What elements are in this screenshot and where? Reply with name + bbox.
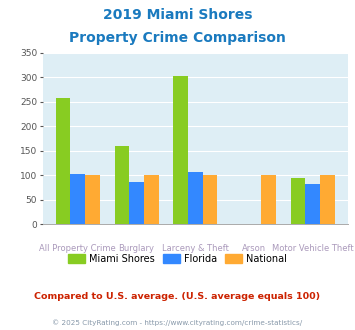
Text: © 2025 CityRating.com - https://www.cityrating.com/crime-statistics/: © 2025 CityRating.com - https://www.city…	[53, 319, 302, 326]
Bar	[291, 178, 305, 224]
Bar	[144, 175, 159, 224]
Text: Arson: Arson	[242, 244, 266, 253]
Text: 2019 Miami Shores: 2019 Miami Shores	[103, 8, 252, 22]
Bar	[261, 175, 276, 224]
Bar	[129, 182, 144, 224]
Bar	[115, 146, 129, 224]
Bar	[173, 76, 188, 224]
Text: Compared to U.S. average. (U.S. average equals 100): Compared to U.S. average. (U.S. average …	[34, 292, 321, 301]
Text: Burglary: Burglary	[119, 244, 154, 253]
Text: Motor Vehicle Theft: Motor Vehicle Theft	[272, 244, 354, 253]
Bar	[320, 175, 335, 224]
Bar	[71, 174, 85, 224]
Text: Larceny & Theft: Larceny & Theft	[162, 244, 229, 253]
Text: All Property Crime: All Property Crime	[39, 244, 116, 253]
Bar	[85, 175, 100, 224]
Bar	[56, 98, 71, 224]
Bar	[188, 172, 203, 224]
Bar	[203, 175, 217, 224]
Legend: Miami Shores, Florida, National: Miami Shores, Florida, National	[64, 249, 291, 267]
Text: Property Crime Comparison: Property Crime Comparison	[69, 31, 286, 45]
Bar	[305, 184, 320, 224]
